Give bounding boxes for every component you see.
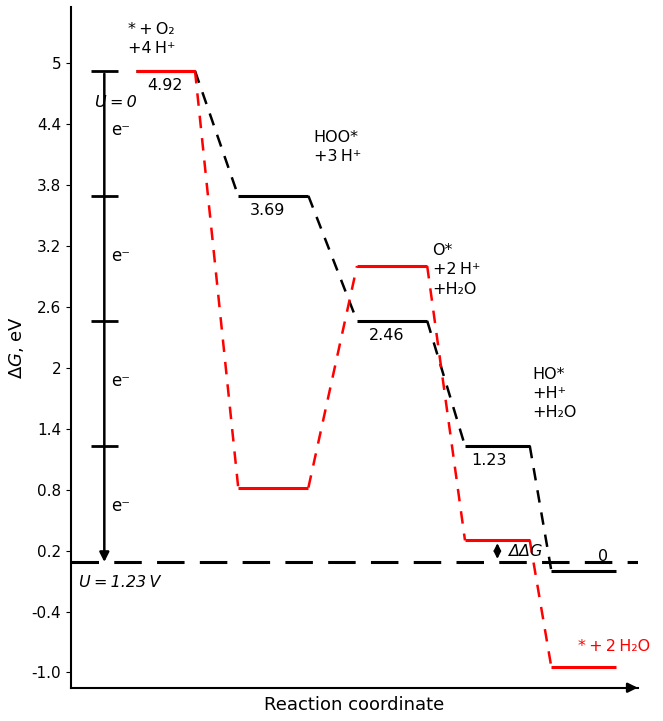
Text: e⁻: e⁻ (111, 372, 131, 390)
Text: U = 0: U = 0 (95, 95, 137, 110)
Text: * + O₂
+4 H⁺: * + O₂ +4 H⁺ (127, 22, 175, 56)
Text: e⁻: e⁻ (111, 121, 131, 139)
Text: 2.46: 2.46 (369, 327, 404, 342)
Text: U = 1.23 V: U = 1.23 V (79, 575, 160, 590)
Text: * + 2 H₂O: * + 2 H₂O (578, 640, 650, 654)
Text: e⁻: e⁻ (111, 247, 131, 265)
X-axis label: Reaction coordinate: Reaction coordinate (264, 696, 444, 714)
Text: HO*
+H⁺
+H₂O: HO* +H⁺ +H₂O (532, 367, 577, 420)
Text: HOO*
+3 H⁺: HOO* +3 H⁺ (314, 131, 361, 164)
Text: ΔΔG: ΔΔG (508, 544, 542, 559)
Text: 1.23: 1.23 (471, 453, 507, 468)
Y-axis label: $\Delta G$, eV: $\Delta G$, eV (7, 316, 26, 379)
Text: e⁻: e⁻ (111, 497, 131, 515)
Text: 4.92: 4.92 (148, 78, 183, 93)
Text: 3.69: 3.69 (250, 203, 286, 218)
Text: 0: 0 (597, 549, 608, 564)
Text: O*
+2 H⁺
+H₂O: O* +2 H⁺ +H₂O (432, 243, 480, 296)
